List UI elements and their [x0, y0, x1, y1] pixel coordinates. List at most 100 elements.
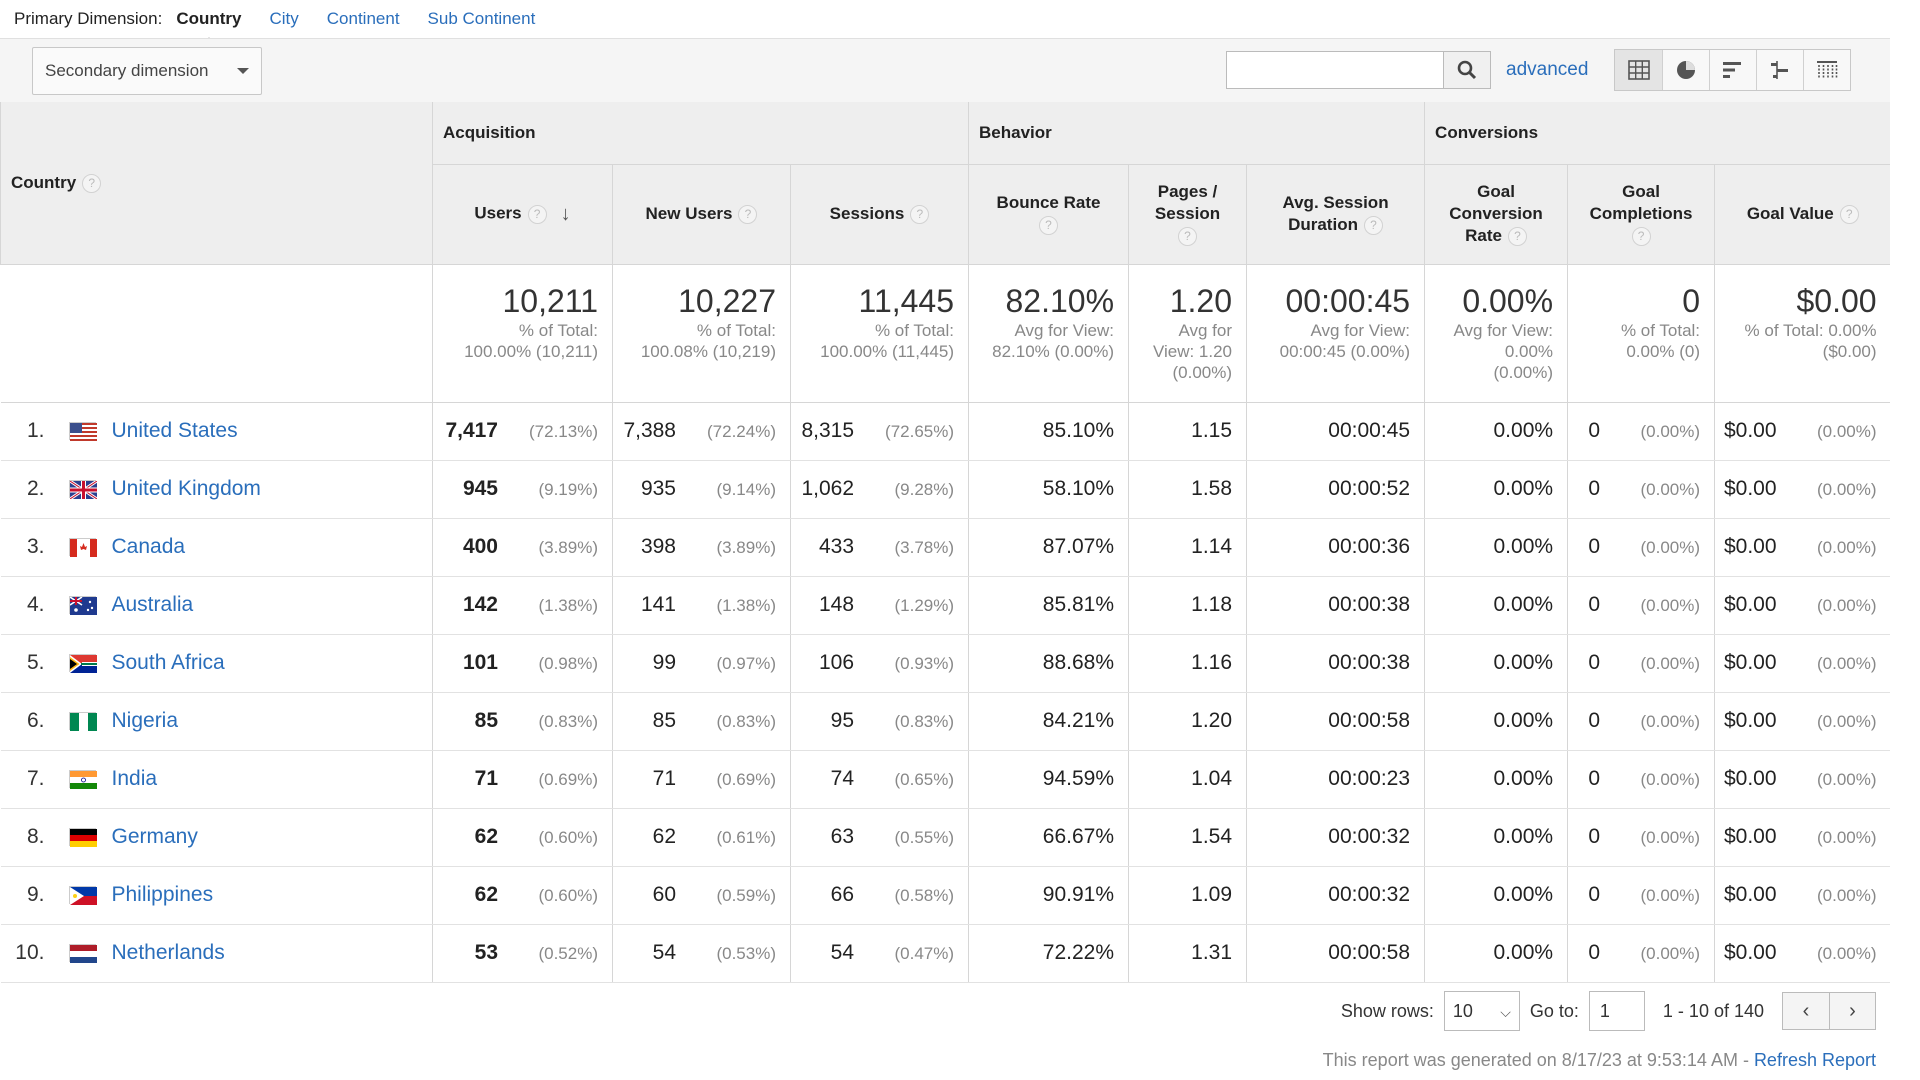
new-users-cell: 71 (0.69%): [612, 750, 791, 809]
pages-session-header-label-2: Session: [1154, 203, 1221, 223]
total-sub: % of Total: 0.00%: [1744, 320, 1877, 340]
dimension-country[interactable]: Country: [176, 9, 242, 44]
secondary-dimension-dropdown[interactable]: Secondary dimension: [32, 47, 262, 95]
country-cell: 2. United Kingdom: [0, 460, 433, 519]
users-cell: 142 (1.38%): [432, 576, 613, 635]
table-row: 8. Germany 62 (0.60%) 62 (0.61%) 63 (0.55%) 66.6…: [0, 808, 1891, 867]
goal-completions-percent: (0.00%): [1640, 712, 1701, 731]
goal-value-cell: $0.00 (0.00%): [1714, 866, 1891, 925]
goal-value-cell: $0.00 (0.00%): [1714, 924, 1891, 983]
behavior-group-header: Behavior: [968, 102, 1425, 165]
help-icon[interactable]: ?: [738, 204, 758, 224]
users-value: 62: [474, 825, 498, 848]
comparison-view-icon: [1771, 61, 1788, 79]
sessions-cell: 8,315 (72.65%): [789, 402, 969, 461]
help-icon[interactable]: ?: [527, 204, 547, 224]
pivot-view-button[interactable]: [1803, 50, 1850, 90]
search-button[interactable]: [1444, 51, 1491, 89]
next-page-button[interactable]: ›: [1829, 993, 1875, 1029]
page-scrollbar[interactable]: [1890, 0, 1920, 1080]
help-icon[interactable]: ?: [910, 204, 930, 224]
table-search-input[interactable]: [1226, 51, 1444, 89]
sessions-value: 1,062: [801, 477, 855, 500]
dimension-city[interactable]: City: [269, 9, 299, 28]
table-view-button[interactable]: [1615, 50, 1662, 90]
avg-session-duration-column-header[interactable]: Avg. Session Duration?: [1246, 164, 1425, 265]
help-icon[interactable]: ?: [1507, 227, 1527, 247]
users-column-header[interactable]: Users? ↓: [432, 164, 613, 265]
goal-conversion-rate-column-header[interactable]: Goal Conversion Rate?: [1424, 164, 1568, 265]
country-link[interactable]: Germany: [111, 825, 198, 848]
new-users-cell: 7,388 (72.24%): [612, 402, 791, 461]
total-sub: (0.00%): [1172, 363, 1233, 382]
help-icon[interactable]: ?: [1839, 204, 1859, 224]
users-value: 400: [462, 535, 498, 558]
bar-view-button[interactable]: [1709, 50, 1756, 90]
help-icon[interactable]: ?: [1039, 216, 1059, 236]
sessions-column-header[interactable]: Sessions?: [789, 164, 969, 265]
bounce-rate-cell: 88.68%: [968, 634, 1129, 693]
bounce-rate-column-header[interactable]: Bounce Rate?: [968, 164, 1129, 265]
sessions-percent: (72.65%): [885, 422, 955, 441]
previous-page-button[interactable]: ‹: [1783, 993, 1829, 1029]
country-link[interactable]: Australia: [111, 593, 194, 616]
country-link[interactable]: Nigeria: [111, 709, 179, 732]
goal-completions-column-header[interactable]: Goal Completions?: [1567, 164, 1715, 265]
show-rows-select[interactable]: 10 ⌵: [1443, 991, 1520, 1031]
goal-value-column-header[interactable]: Goal Value?: [1714, 164, 1891, 265]
new-users-percent: (72.24%): [707, 422, 776, 441]
table-row: 7. India 71 (0.69%) 71 (0.69%) 74 (0.65%) 94.59%…: [0, 750, 1891, 809]
bar-view-icon: [1723, 62, 1741, 78]
country-link[interactable]: Netherlands: [111, 941, 225, 964]
pages-session-column-header[interactable]: Pages / Session?: [1128, 164, 1247, 265]
help-icon[interactable]: ?: [1631, 227, 1651, 247]
country-cell: 9. Philippines: [0, 866, 433, 925]
gc-header-label-2: Completions: [1589, 203, 1693, 223]
country-link[interactable]: United States: [111, 419, 238, 442]
country-link[interactable]: United Kingdom: [111, 477, 261, 500]
country-link[interactable]: South Africa: [111, 651, 225, 674]
bounce-rate-cell: 87.07%: [968, 518, 1129, 577]
new-users-percent: (0.53%): [716, 944, 776, 963]
advanced-filter-link[interactable]: advanced: [1506, 59, 1589, 80]
gcr-header-label-1: Goal: [1477, 181, 1515, 201]
chevron-right-icon: ›: [1849, 999, 1856, 1022]
table-view-icon: [1627, 60, 1650, 80]
users-cell: 400 (3.89%): [432, 518, 613, 577]
conversions-group-header: Conversions: [1424, 102, 1891, 165]
goal-value-percent: (0.00%): [1817, 480, 1877, 499]
country-link[interactable]: Philippines: [111, 883, 214, 906]
avg-duration-cell: 00:00:36: [1246, 518, 1425, 577]
help-icon[interactable]: ?: [82, 173, 102, 193]
new-users-cell: 398 (3.89%): [612, 518, 791, 577]
sessions-value: 433: [818, 535, 855, 558]
goal-value-percent: (0.00%): [1817, 538, 1877, 557]
help-icon[interactable]: ?: [1178, 227, 1198, 247]
pages-session-cell: 1.20: [1128, 692, 1247, 751]
new-users-column-header[interactable]: New Users?: [612, 164, 791, 265]
avg-duration-cell: 00:00:23: [1246, 750, 1425, 809]
country-link[interactable]: India: [111, 767, 158, 790]
sessions-percent: (9.28%): [894, 480, 955, 499]
total-goal-conversion-rate: 0.00% Avg for View: 0.00% (0.00%): [1424, 264, 1568, 403]
new-users-value: 71: [652, 767, 676, 790]
dimension-continent[interactable]: Continent: [326, 9, 400, 28]
avg-duration-cell: 00:00:58: [1246, 924, 1425, 983]
total-sub: Avg for View:: [1453, 320, 1554, 340]
country-column-header[interactable]: Country?: [0, 102, 433, 265]
help-icon[interactable]: ?: [1363, 216, 1383, 236]
sort-descending-icon[interactable]: ↓: [560, 203, 571, 225]
new-users-percent: (0.83%): [716, 712, 776, 731]
country-link[interactable]: Canada: [111, 535, 186, 558]
users-cell: 62 (0.60%): [432, 808, 613, 867]
comparison-view-button[interactable]: [1756, 50, 1803, 90]
sessions-value: 54: [830, 941, 855, 964]
goto-input[interactable]: 1: [1588, 991, 1645, 1031]
acquisition-group-header: Acquisition: [431, 102, 969, 165]
users-percent: (0.52%): [538, 944, 598, 963]
goal-completions-percent: (0.00%): [1640, 422, 1701, 441]
pie-view-button[interactable]: [1662, 50, 1709, 90]
dimension-sub-continent[interactable]: Sub Continent: [427, 9, 536, 28]
refresh-report-link[interactable]: Refresh Report: [1753, 1050, 1876, 1070]
table-toolbar: Secondary dimension advanced: [0, 38, 1890, 102]
